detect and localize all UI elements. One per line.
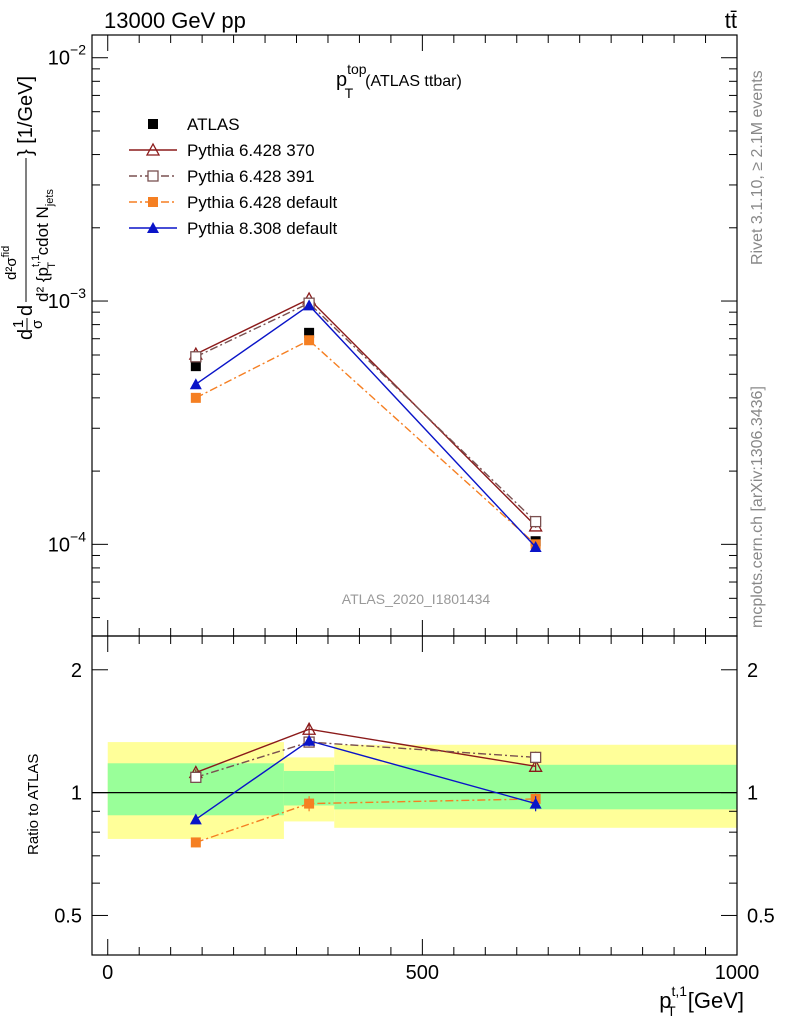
legend-label-0: ATLAS <box>187 115 240 134</box>
ratio-ytick-label-1: 1 <box>71 783 82 805</box>
ratio-series <box>188 721 543 848</box>
main-ytick-label-0: 10−4 <box>48 528 86 556</box>
ratio-point-3-1 <box>303 734 316 746</box>
svg-text:d: d <box>15 329 37 340</box>
main-line-2 <box>195 302 537 523</box>
ratio-point-3-2 <box>529 797 542 809</box>
ratio-ylabel: Ratio to ATLAS <box>25 754 42 855</box>
legend: ATLAS Pythia 6.428 370 Pythia 6.428 391 Pyt… <box>129 115 338 238</box>
header-left: 13000 GeV pp <box>104 8 246 33</box>
ylabel-frac2-den: d² {pt,1 T cdot Njets <box>30 189 58 302</box>
ratio-ytick-label-0: 0.5 <box>54 905 82 927</box>
panel-title: ptop T (ATLAS ttbar) <box>336 61 462 101</box>
analysis-watermark: ATLAS_2020_I1801434 <box>342 591 491 607</box>
main-point-4-2 <box>529 541 542 553</box>
ylabel-frac1-den: σ <box>29 319 46 329</box>
ylabel-d2: d <box>15 305 37 316</box>
main-point-0-1 <box>304 327 315 338</box>
legend-marker-2 <box>147 170 159 182</box>
panel-title-tail: (ATLAS ttbar) <box>365 73 462 90</box>
header-right: tt̄ <box>725 8 737 33</box>
ratio-ytick-label-right-2: 2 <box>747 660 758 682</box>
panel-title-sub: T <box>345 85 354 101</box>
legend-marker-3 <box>148 197 158 207</box>
main-ytick-label-2: 10−2 <box>48 42 86 70</box>
ratio-point-1-0 <box>190 771 202 783</box>
legend-label-2: Pythia 6.428 391 <box>187 167 315 186</box>
ratio-ytick-label-2: 2 <box>71 660 82 682</box>
main-line-3 <box>195 339 537 545</box>
ratio-bands <box>107 742 737 839</box>
main-line-4 <box>195 304 537 548</box>
ratio-point-3-0 <box>189 813 202 825</box>
xtick-label-2: 1000 <box>715 962 760 984</box>
ylabel-frac2-num: d²σfid <box>0 246 20 280</box>
ratio-point-2-0 <box>190 837 201 848</box>
main-ylabel: d 1 σ d d²σfid d² {pt,1 T cdot Njets } [1… <box>0 76 58 340</box>
xtick-label-0: 0 <box>102 962 113 984</box>
main-point-2-2 <box>529 515 542 528</box>
rivet-label: Rivet 3.1.10, ≥ 2.1M events <box>749 70 766 265</box>
legend-marker-1 <box>145 142 161 156</box>
legend-marker-4 <box>147 222 159 233</box>
ratio-point-2-1 <box>304 798 315 809</box>
axis-frames <box>91 34 738 956</box>
panel-title-sup: top <box>347 61 367 77</box>
mcplots-label: mcplots.cern.ch [arXiv:1306.3436] <box>749 386 766 628</box>
ratio-ytick-label-right-0: 0.5 <box>747 905 775 927</box>
main-point-4-1 <box>303 299 316 311</box>
main-ytick-label-1: 10−3 <box>48 285 86 313</box>
main-point-0-0 <box>190 361 201 372</box>
main-point-4-0 <box>189 378 202 390</box>
xtick-label-1: 500 <box>406 962 439 984</box>
ratio-point-1-2 <box>529 751 542 764</box>
ylabel-unit: } [1/GeV] <box>15 76 37 156</box>
ratio-point-0-2 <box>528 758 543 772</box>
main-point-3-0 <box>190 392 201 403</box>
ratio-ytick-label-right-1: 1 <box>747 783 758 805</box>
main-point-2-0 <box>190 351 202 363</box>
legend-label-3: Pythia 6.428 default <box>187 193 338 212</box>
ylabel-d1: d <box>15 329 37 340</box>
xlabel: pt,1 T [GeV] <box>659 983 744 1019</box>
main-series <box>188 291 543 553</box>
ratio-frame <box>91 635 738 956</box>
main-point-3-1 <box>304 335 315 346</box>
ratio-point-0-1 <box>302 721 317 735</box>
ylabel-frac1-num: 1 <box>10 320 27 328</box>
axis-ticks: 10−4 10−3 10−2 0.5 0.5 1 1 2 2 0 500 1000 <box>48 35 775 984</box>
panel-title-main: p <box>336 69 347 91</box>
legend-label-4: Pythia 8.308 default <box>187 219 338 238</box>
legend-marker-0 <box>148 119 158 129</box>
legend-label-1: Pythia 6.428 370 <box>187 141 315 160</box>
